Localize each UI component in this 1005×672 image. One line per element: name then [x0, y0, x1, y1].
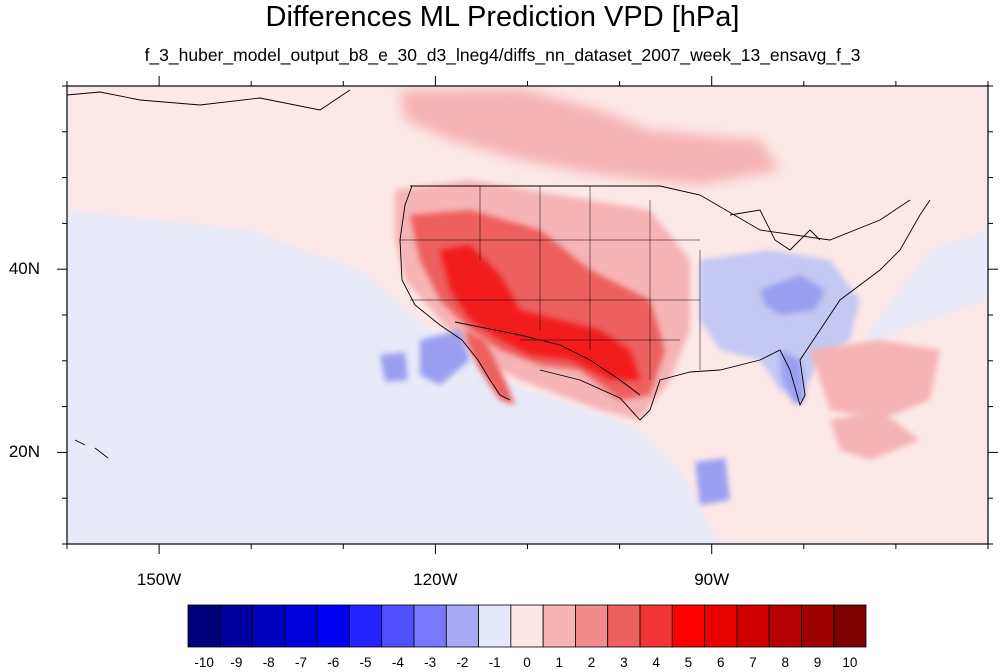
appalachian-negative [760, 275, 825, 315]
lat-tick-label: 20N [8, 442, 40, 462]
gulf-coastline [539, 199, 931, 421]
colorbar-label: -1 [488, 655, 501, 670]
colorbar-label: 5 [684, 655, 693, 670]
colorbar-label: 0 [523, 655, 531, 670]
atlantic-positive [830, 410, 920, 460]
west-coastline [399, 185, 511, 401]
colorbar-label: 1 [555, 655, 564, 670]
difference-field [67, 86, 988, 544]
colorbar-label: 4 [652, 655, 660, 670]
colorbar-label: -7 [294, 655, 307, 670]
colorbar-label: 3 [620, 655, 628, 670]
canada-border [410, 185, 911, 241]
mexico-border [454, 321, 641, 396]
map-title: Differences ML Prediction VPD [hPa] [265, 1, 740, 33]
lon-tick-label: 90W [694, 570, 730, 589]
coastlines [67, 89, 931, 459]
caribbean-negative-patch [695, 458, 730, 505]
colorbar-label: -9 [230, 655, 243, 670]
colorbar-label: -3 [424, 655, 437, 670]
colorbar-label: -8 [262, 655, 275, 670]
tick-marks [57, 76, 998, 554]
alaska-coast [67, 89, 351, 111]
gulf-positive [810, 340, 940, 420]
colorbar-label: -2 [456, 655, 469, 670]
colorbar-label: 9 [813, 655, 822, 670]
lon-tick-label: 120W [413, 570, 458, 589]
great-lakes [729, 209, 821, 251]
colorbar-label: 6 [716, 655, 725, 670]
colorbar-label: 10 [842, 655, 858, 670]
pacific-negative-patch-2 [380, 352, 408, 382]
colorbar-label: -4 [391, 655, 404, 670]
hawaii [74, 439, 109, 459]
map-subtitle: f_3_huber_model_output_b8_e_30_d3_lneg4/… [144, 45, 861, 65]
colorbar-label: -10 [194, 655, 214, 670]
colorbar-label: -5 [359, 655, 372, 670]
state-borders [400, 186, 701, 380]
lon-tick-label: 150W [136, 570, 182, 589]
baja-positive [465, 330, 515, 405]
colorbar-label: 7 [749, 655, 757, 670]
colorbar-label: 2 [587, 655, 596, 670]
pacific-negative-patch [420, 330, 470, 385]
colorbar-label: 8 [781, 655, 790, 670]
colorbar-label: -6 [327, 655, 340, 670]
lat-tick-label: 40N [8, 259, 40, 279]
canada-positive-band [400, 88, 780, 185]
